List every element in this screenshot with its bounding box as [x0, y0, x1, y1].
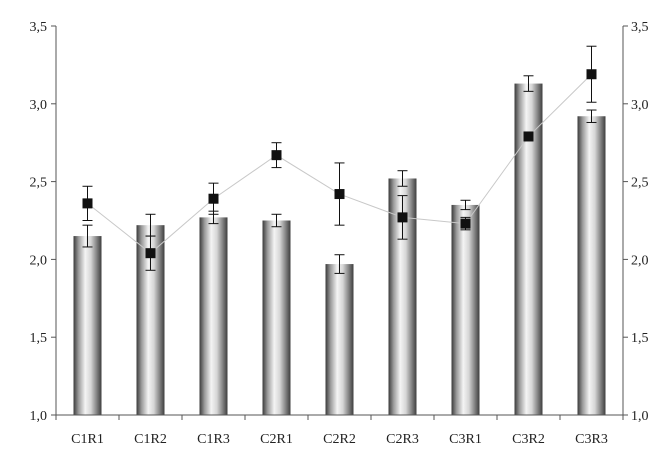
- bar-C3R1: [451, 204, 480, 415]
- bars-layer: [73, 75, 606, 416]
- marker-C1R1: [82, 198, 93, 209]
- y-tick-label-right: 3,0: [631, 98, 649, 113]
- y-tick-label-right: 3,5: [631, 20, 649, 35]
- bar-C1R3: [199, 217, 228, 415]
- bar-C1R1: [73, 236, 102, 415]
- y-tick-label-right: 1,5: [631, 331, 649, 346]
- y-tick-label-left: 1,5: [30, 331, 48, 346]
- bar-error-C2R1: [271, 213, 282, 228]
- x-tick-label-C1R3: C1R3: [197, 432, 230, 447]
- x-tick-label-C2R2: C2R2: [323, 432, 356, 447]
- marker-C2R1: [271, 150, 282, 161]
- trend-layer: [82, 45, 597, 271]
- y-tick-label-right: 2,0: [631, 253, 649, 268]
- marker-C3R3: [586, 69, 597, 80]
- y-tick-label-left: 1,0: [30, 409, 48, 424]
- marker-C2R2: [334, 189, 345, 200]
- x-tick-label-C1R2: C1R2: [134, 432, 167, 447]
- x-tick-label-C2R3: C2R3: [386, 432, 419, 447]
- bar-error-C2R2: [334, 254, 345, 274]
- bar-error-C3R2: [523, 75, 534, 92]
- bar-error-C2R3: [397, 170, 408, 187]
- bar-C3R3: [577, 116, 606, 416]
- x-tick-label-C2R1: C2R1: [260, 432, 293, 447]
- marker-C1R2: [145, 248, 156, 259]
- marker-C2R3: [397, 212, 408, 223]
- bar-error-C3R3: [586, 109, 597, 123]
- bar-C2R2: [325, 264, 354, 415]
- x-tick-label-C3R2: C3R2: [512, 432, 545, 447]
- y-tick-label-right: 1,0: [631, 409, 649, 424]
- y-tick-label-left: 2,5: [30, 176, 48, 191]
- marker-C3R2: [523, 131, 534, 142]
- bar-error-C3R1: [460, 199, 471, 211]
- labels-layer: 1,0 1,0 1,5 1,5 2,0 2,0 2,5 2,5 3,0 3,0 3,5 3,5 C1R1…: [30, 20, 649, 447]
- y-tick-label-right: 2,5: [631, 176, 649, 191]
- marker-C1R3: [208, 193, 219, 204]
- marker-C3R1: [460, 218, 471, 229]
- y-tick-label-left: 3,5: [30, 20, 48, 35]
- y-tick-label-left: 3,0: [30, 98, 48, 113]
- x-tick-label-C3R3: C3R3: [575, 432, 608, 447]
- bar-C2R1: [262, 220, 291, 415]
- x-tick-label-C3R1: C3R1: [449, 432, 482, 447]
- x-tick-label-C1R1: C1R1: [71, 432, 104, 447]
- axes-layer: [51, 25, 628, 420]
- bar-error-C1R1: [82, 224, 93, 248]
- y-tick-label-left: 2,0: [30, 253, 48, 268]
